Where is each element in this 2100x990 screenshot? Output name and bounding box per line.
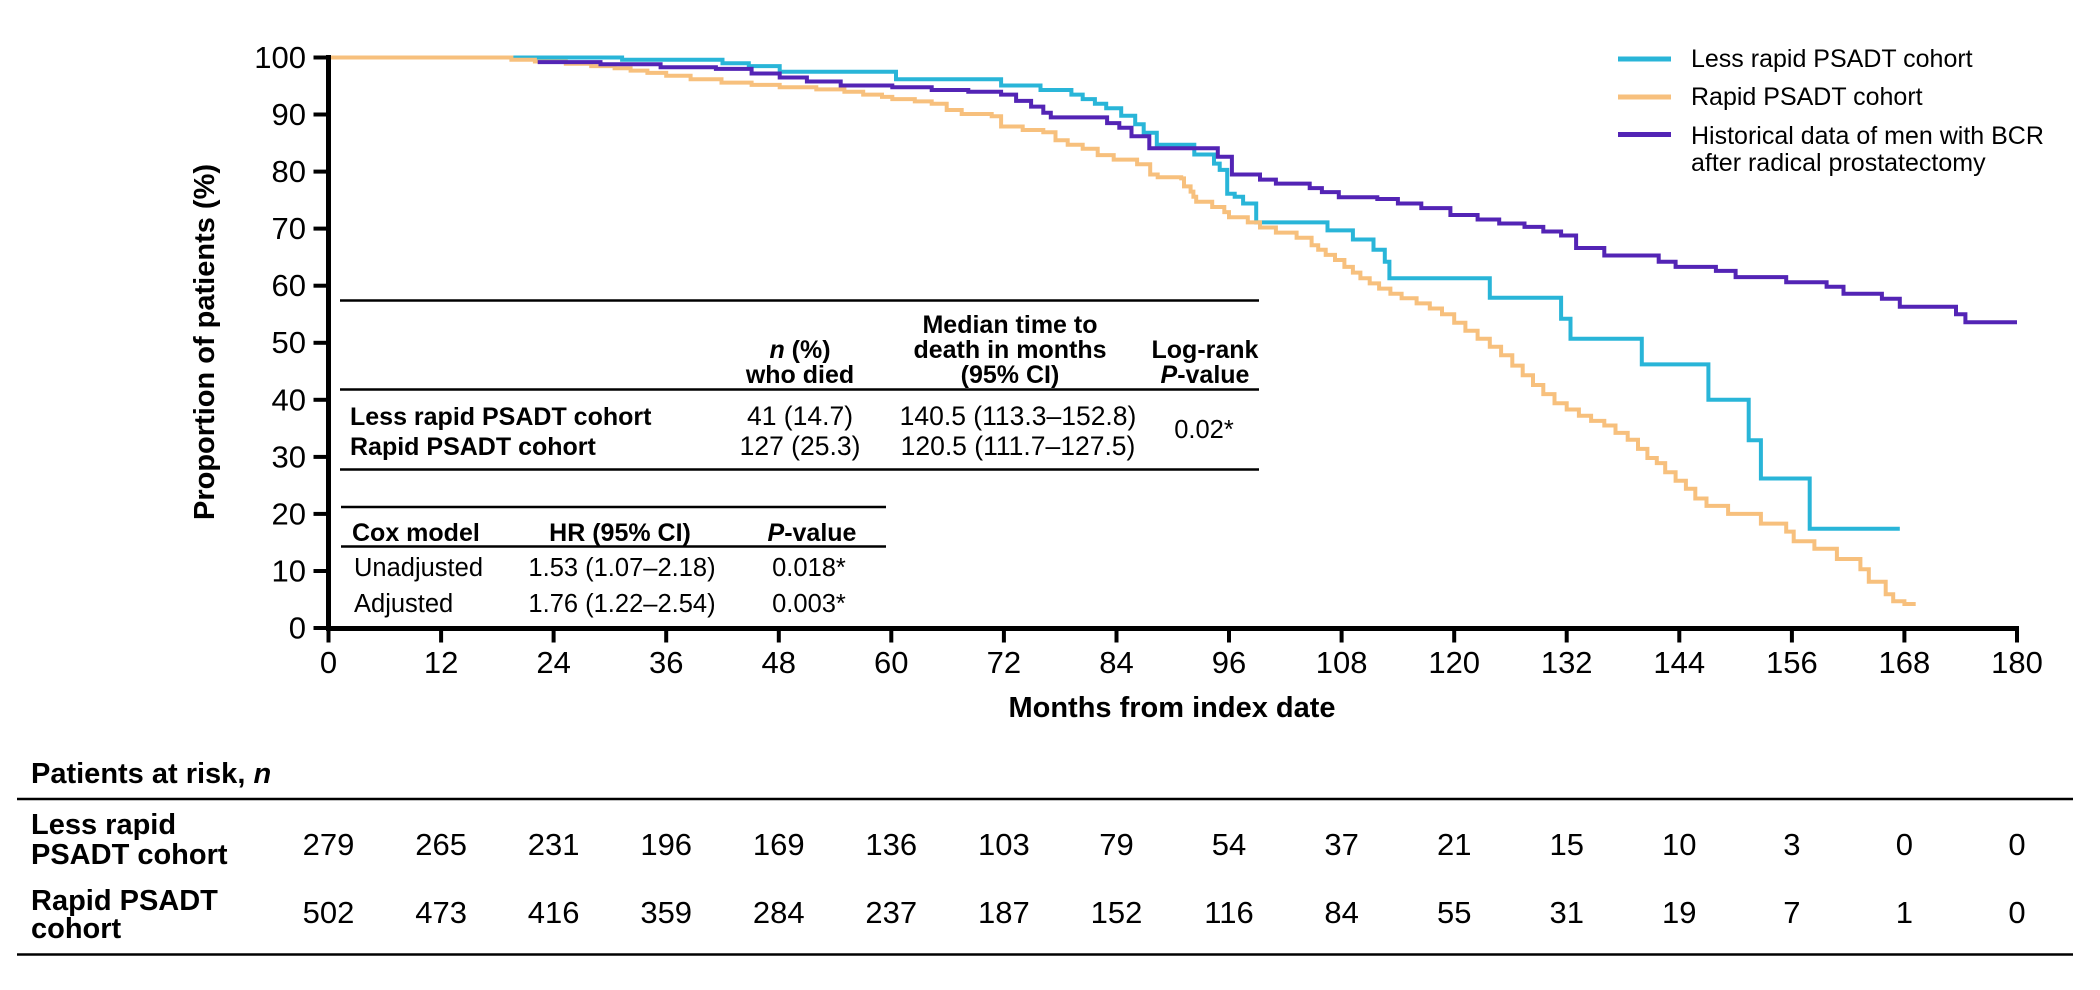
svg-text:60: 60: [874, 645, 908, 680]
svg-text:196: 196: [640, 827, 692, 862]
svg-text:Median time to: Median time to: [922, 311, 1097, 339]
svg-text:169: 169: [753, 827, 805, 862]
svg-text:death in months: death in months: [913, 336, 1106, 364]
svg-text:284: 284: [753, 895, 805, 930]
svg-text:(95% CI): (95% CI): [961, 361, 1060, 389]
svg-text:15: 15: [1549, 827, 1583, 862]
svg-text:127 (25.3): 127 (25.3): [740, 431, 861, 461]
svg-text:Proportion of patients (%): Proportion of patients (%): [189, 164, 221, 520]
svg-text:P-value: P-value: [1161, 361, 1250, 389]
svg-text:79: 79: [1099, 827, 1133, 862]
svg-text:72: 72: [987, 645, 1021, 680]
svg-text:416: 416: [528, 895, 580, 930]
svg-text:P-value: P-value: [768, 519, 857, 547]
svg-text:37: 37: [1324, 827, 1358, 862]
svg-text:0: 0: [320, 645, 337, 680]
svg-text:31: 31: [1549, 895, 1583, 930]
svg-text:30: 30: [272, 439, 306, 474]
svg-text:168: 168: [1879, 645, 1931, 680]
svg-text:Historical data of men with BC: Historical data of men with BCR: [1691, 122, 2044, 150]
svg-text:180: 180: [1991, 645, 2043, 680]
svg-text:0: 0: [2008, 827, 2025, 862]
svg-text:Patients at risk, n: Patients at risk, n: [31, 758, 271, 790]
svg-text:1: 1: [1896, 895, 1913, 930]
svg-text:Less rapid: Less rapid: [31, 809, 176, 841]
svg-text:54: 54: [1212, 827, 1246, 862]
svg-text:Rapid PSADT cohort: Rapid PSADT cohort: [1691, 83, 1923, 111]
svg-text:136: 136: [865, 827, 917, 862]
svg-text:108: 108: [1316, 645, 1368, 680]
svg-text:Rapid PSADT: Rapid PSADT: [31, 885, 218, 917]
svg-text:60: 60: [272, 268, 306, 303]
svg-text:PSADT cohort: PSADT cohort: [31, 839, 228, 871]
svg-text:1.76 (1.22–2.54): 1.76 (1.22–2.54): [528, 590, 715, 618]
svg-text:116: 116: [1204, 895, 1253, 930]
svg-text:20: 20: [272, 496, 306, 531]
svg-text:84: 84: [1099, 645, 1133, 680]
svg-text:cohort: cohort: [31, 913, 122, 945]
svg-text:231: 231: [528, 827, 580, 862]
svg-text:48: 48: [762, 645, 796, 680]
svg-text:55: 55: [1437, 895, 1471, 930]
svg-text:after radical prostatectomy: after radical prostatectomy: [1691, 149, 1986, 177]
svg-text:21: 21: [1437, 827, 1471, 862]
svg-text:70: 70: [272, 211, 306, 246]
svg-text:96: 96: [1212, 645, 1246, 680]
svg-text:502: 502: [303, 895, 355, 930]
svg-text:80: 80: [272, 154, 306, 189]
svg-text:140.5 (113.3–152.8): 140.5 (113.3–152.8): [900, 401, 1137, 431]
svg-text:12: 12: [424, 645, 458, 680]
svg-text:36: 36: [649, 645, 683, 680]
svg-text:84: 84: [1324, 895, 1358, 930]
svg-text:50: 50: [272, 325, 306, 360]
svg-text:41 (14.7): 41 (14.7): [747, 401, 853, 431]
svg-text:40: 40: [272, 382, 306, 417]
svg-text:265: 265: [415, 827, 467, 862]
svg-text:19: 19: [1662, 895, 1696, 930]
svg-text:0: 0: [2008, 895, 2025, 930]
svg-text:Less rapid PSADT cohort: Less rapid PSADT cohort: [350, 403, 652, 431]
svg-text:120.5 (111.7–127.5): 120.5 (111.7–127.5): [901, 431, 1136, 461]
svg-text:152: 152: [1091, 895, 1143, 930]
svg-text:90: 90: [272, 97, 306, 132]
svg-text:120: 120: [1428, 645, 1480, 680]
svg-text:1.53 (1.07–2.18): 1.53 (1.07–2.18): [528, 554, 715, 582]
svg-text:Rapid PSADT cohort: Rapid PSADT cohort: [350, 433, 597, 461]
svg-text:24: 24: [536, 645, 570, 680]
svg-text:0: 0: [1896, 827, 1913, 862]
svg-text:HR (95% CI): HR (95% CI): [549, 519, 691, 547]
svg-text:10: 10: [1662, 827, 1696, 862]
svg-text:0.02*: 0.02*: [1174, 416, 1234, 444]
svg-text:Unadjusted: Unadjusted: [354, 554, 483, 582]
svg-text:10: 10: [272, 554, 306, 589]
svg-text:359: 359: [640, 895, 692, 930]
svg-text:Log-rank: Log-rank: [1152, 336, 1259, 364]
svg-text:0.003*: 0.003*: [772, 590, 846, 618]
svg-text:0.018*: 0.018*: [772, 554, 846, 582]
svg-text:103: 103: [978, 827, 1030, 862]
svg-text:144: 144: [1653, 645, 1705, 680]
svg-text:187: 187: [978, 895, 1030, 930]
svg-text:Cox model: Cox model: [352, 519, 480, 547]
svg-text:156: 156: [1766, 645, 1818, 680]
svg-text:100: 100: [254, 40, 306, 75]
svg-text:3: 3: [1783, 827, 1800, 862]
svg-text:473: 473: [415, 895, 467, 930]
svg-text:Less rapid PSADT cohort: Less rapid PSADT cohort: [1691, 45, 1973, 73]
svg-text:7: 7: [1783, 895, 1800, 930]
svg-text:n (%): n (%): [769, 336, 830, 364]
svg-text:Adjusted: Adjusted: [354, 590, 453, 618]
svg-text:237: 237: [865, 895, 917, 930]
svg-text:who died: who died: [745, 361, 854, 389]
svg-text:0: 0: [289, 611, 306, 646]
svg-text:132: 132: [1541, 645, 1593, 680]
svg-text:279: 279: [303, 827, 355, 862]
svg-text:Months from index date: Months from index date: [1008, 692, 1335, 724]
